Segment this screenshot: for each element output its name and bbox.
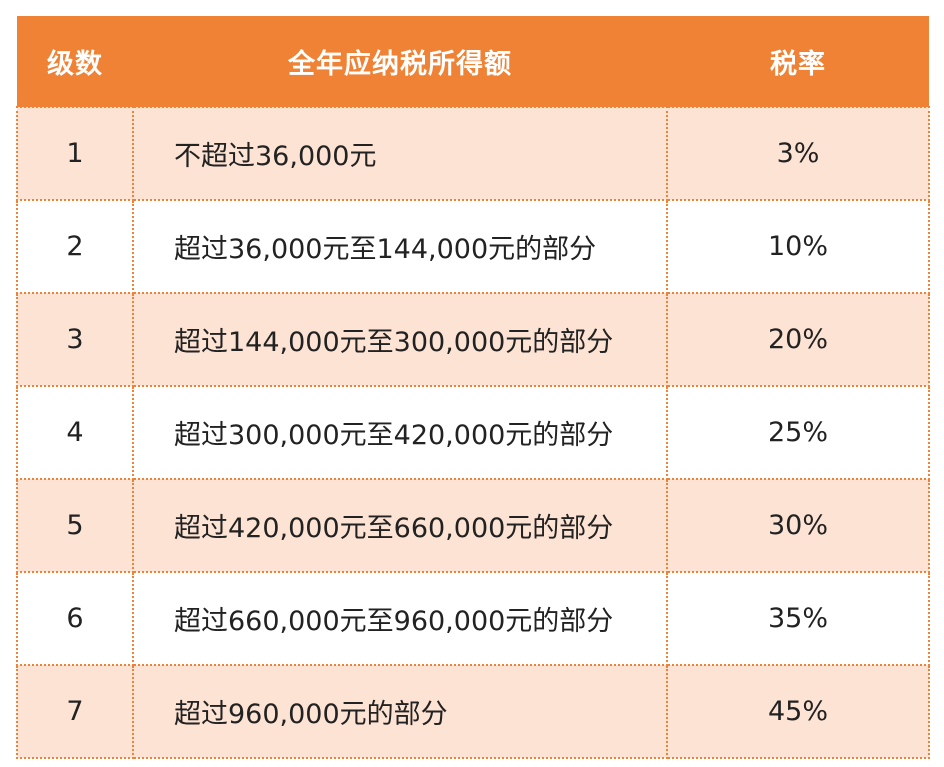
header-row: 级数 全年应纳税所得额 税率: [17, 16, 929, 107]
tax-rate-table: 级数 全年应纳税所得额 税率 1 不超过36,000元 3% 2 超过36,00…: [16, 16, 930, 759]
cell-rate: 45%: [666, 664, 930, 759]
table-row: 7 超过960,000元的部分 45%: [16, 664, 930, 759]
cell-level: 1: [16, 106, 134, 201]
cell-rate: 25%: [666, 385, 930, 480]
cell-range: 超过960,000元的部分: [132, 664, 668, 759]
table-header: 级数 全年应纳税所得额 税率: [17, 16, 929, 107]
cell-level: 7: [16, 664, 134, 759]
cell-level: 6: [16, 571, 134, 666]
cell-range: 超过300,000元至420,000元的部分: [132, 385, 668, 480]
header-level: 级数: [17, 16, 133, 107]
cell-rate: 3%: [666, 106, 930, 201]
table-row: 6 超过660,000元至960,000元的部分 35%: [16, 571, 930, 666]
cell-level: 2: [16, 199, 134, 294]
cell-rate: 20%: [666, 292, 930, 387]
table-row: 3 超过144,000元至300,000元的部分 20%: [16, 292, 930, 387]
cell-range: 超过36,000元至144,000元的部分: [132, 199, 668, 294]
header-tax-rate: 税率: [667, 16, 929, 107]
cell-range: 超过420,000元至660,000元的部分: [132, 478, 668, 573]
table-body: 1 不超过36,000元 3% 2 超过36,000元至144,000元的部分 …: [16, 106, 930, 759]
cell-rate: 30%: [666, 478, 930, 573]
cell-level: 5: [16, 478, 134, 573]
cell-level: 4: [16, 385, 134, 480]
cell-range: 超过144,000元至300,000元的部分: [132, 292, 668, 387]
cell-range: 超过660,000元至960,000元的部分: [132, 571, 668, 666]
cell-range: 不超过36,000元: [132, 106, 668, 201]
tax-rate-table-container: 级数 全年应纳税所得额 税率 1 不超过36,000元 3% 2 超过36,00…: [16, 16, 930, 759]
cell-rate: 35%: [666, 571, 930, 666]
table-row: 2 超过36,000元至144,000元的部分 10%: [16, 199, 930, 294]
cell-level: 3: [16, 292, 134, 387]
header-taxable-income: 全年应纳税所得额: [133, 16, 667, 107]
table-row: 5 超过420,000元至660,000元的部分 30%: [16, 478, 930, 573]
cell-rate: 10%: [666, 199, 930, 294]
table-row: 1 不超过36,000元 3%: [16, 106, 930, 201]
table-row: 4 超过300,000元至420,000元的部分 25%: [16, 385, 930, 480]
